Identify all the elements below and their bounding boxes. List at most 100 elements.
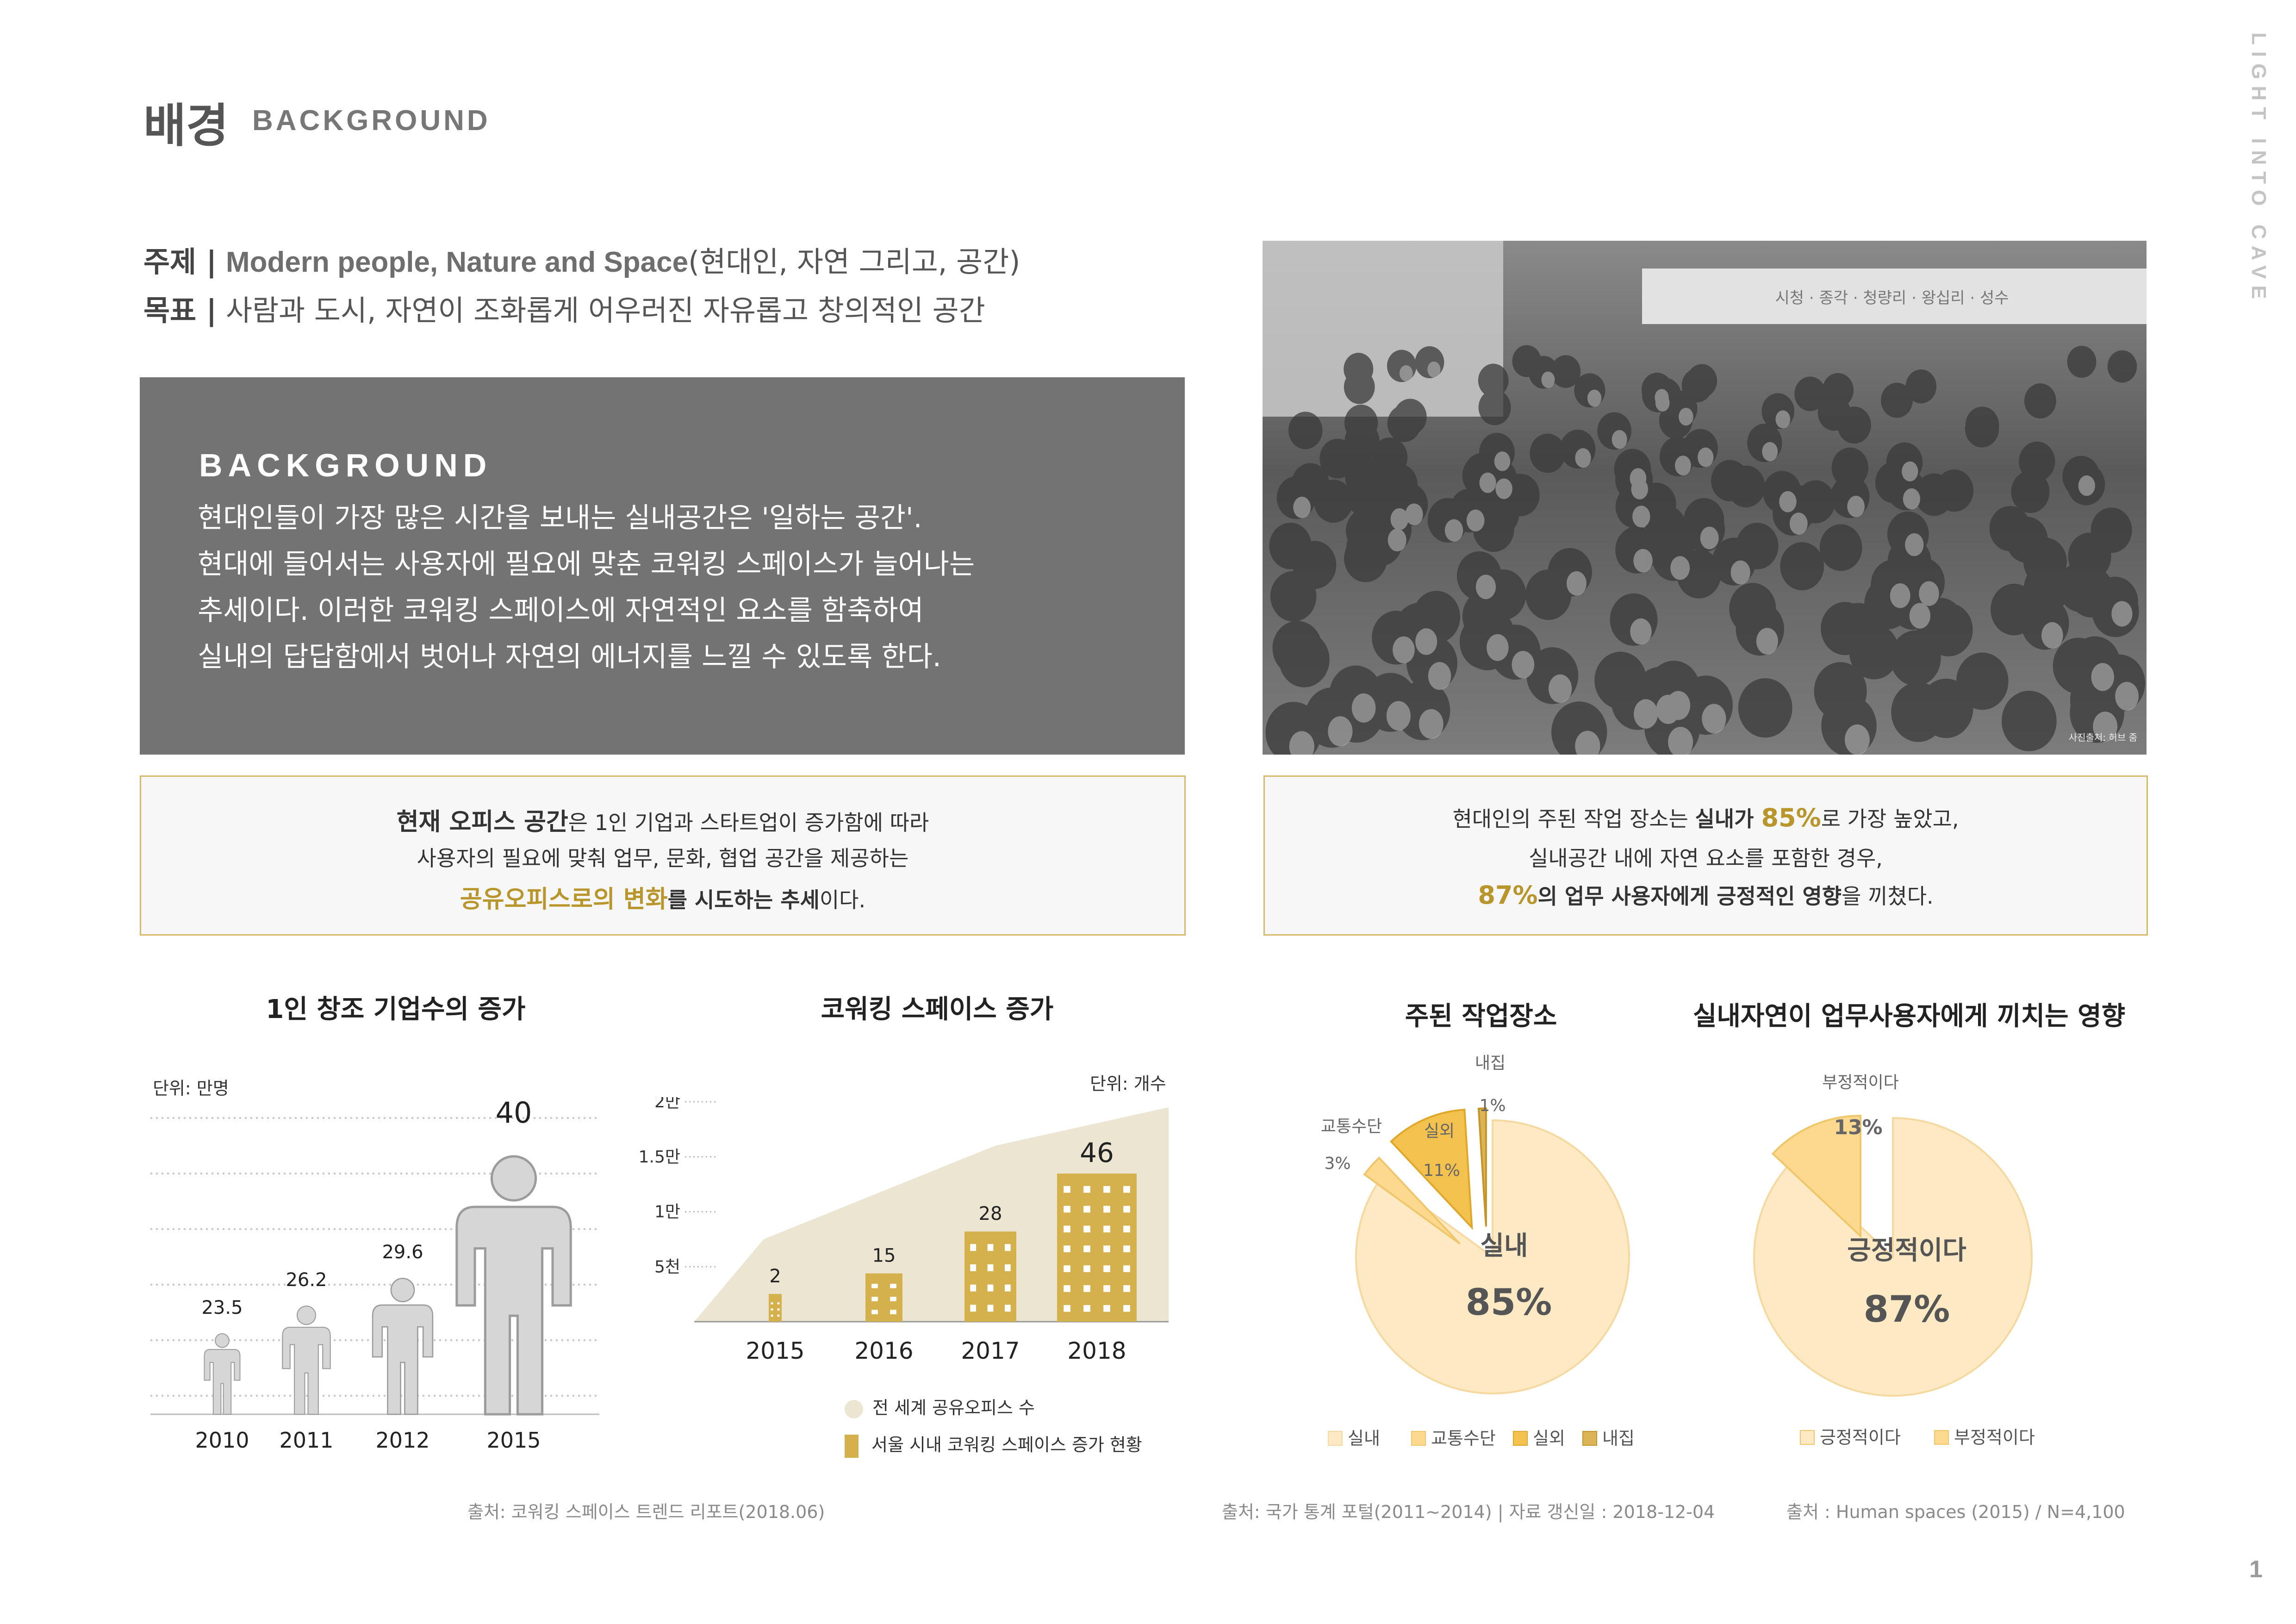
chart2-legend-1: 전 세계 공유오피스 수: [845, 1393, 1035, 1419]
building-window: [1064, 1285, 1070, 1292]
note-right-bold: 실내가: [1695, 806, 1761, 831]
page-title: 배경: [143, 99, 229, 153]
crowd-face-shape: [2111, 601, 2133, 627]
chart3-slice-label: 실외: [1424, 1122, 1455, 1141]
note-left-bold: 를 시도하는 추세: [667, 887, 820, 912]
chart1-unit: 단위: 만명: [153, 1078, 229, 1099]
crowd-face-shape: [1549, 674, 1572, 703]
building-window: [1083, 1265, 1090, 1272]
chart3-legend-label: 내집: [1602, 1428, 1635, 1449]
building-body: [769, 1294, 782, 1322]
crowd-face-shape: [1632, 506, 1650, 528]
crowd-face-shape: [1919, 581, 1939, 606]
chart4-slice-label: 부정적이다: [1822, 1073, 1899, 1092]
chart3-slice-label: 내집: [1475, 1054, 1506, 1073]
crowd-face-shape: [1789, 512, 1808, 535]
building-window: [771, 1302, 773, 1305]
crowd-head-shape: [1780, 542, 1824, 591]
background-line: 추세이다. 이러한 코워킹 스페이스에 자연적인 요소를 함축하여: [198, 594, 924, 627]
source-left: 출처: 코워킹 스페이스 트렌드 리포트(2018.06): [467, 1502, 825, 1522]
note-right-text: 을 끼쳤다.: [1842, 884, 1934, 909]
crowd-head-shape: [1512, 345, 1542, 377]
chart4-legend-label: 긍정적이다: [1820, 1427, 1901, 1448]
chart2-category-label: 2018: [1067, 1337, 1126, 1364]
crowd-face-shape: [1386, 701, 1411, 731]
chart3-slice: [1363, 1156, 1461, 1245]
chart1-category-label: 2012: [375, 1428, 429, 1453]
chart3-slice: [1355, 1119, 1630, 1394]
chart3-slice-label: 교통수단: [1321, 1117, 1382, 1136]
crowd-face-shape: [1575, 448, 1591, 468]
chart3-legend-label: 교통수단: [1431, 1428, 1496, 1449]
note-left-bold: 현재 오피스 공간: [396, 808, 568, 836]
crowd-head-shape: [1530, 433, 1566, 473]
goal-line: 목표 | 사람과 도시, 자연이 조화롭게 어우러진 자유롭고 창의적인 공간: [143, 287, 985, 329]
chart3-title: 주된 작업장소: [1405, 1001, 1557, 1031]
crowd-face-shape: [1390, 508, 1409, 531]
crowd-head-shape: [1319, 438, 1356, 479]
building-window: [871, 1297, 878, 1301]
goal-label: 목표 |: [143, 294, 217, 327]
building-window: [1103, 1225, 1110, 1233]
building-window: [871, 1284, 878, 1288]
crowd-head-shape: [1270, 571, 1317, 622]
crowd-face-shape: [1541, 371, 1555, 388]
crowd-face-shape: [1494, 451, 1511, 471]
crowd-head-shape: [1394, 399, 1427, 435]
crowd-head-shape: [1681, 368, 1713, 403]
chart3-legend-label: 실외: [1533, 1428, 1565, 1449]
chart2-tick-label: 1.5만: [639, 1148, 680, 1167]
crowd-face-shape: [1587, 389, 1602, 407]
building-window: [1103, 1206, 1110, 1213]
crowd-face-shape: [1670, 556, 1690, 580]
building-window: [1083, 1285, 1090, 1292]
building-body: [865, 1273, 902, 1322]
crowd-face-shape: [1779, 491, 1797, 512]
crowd-head-shape: [1837, 406, 1871, 444]
crowd-face-shape: [1479, 472, 1496, 493]
crowd-head-shape: [1456, 487, 1496, 531]
chart3-value-label: 85%: [1466, 1282, 1552, 1324]
person-head: [215, 1333, 230, 1348]
crowd-head-shape: [1831, 447, 1869, 488]
building-window: [771, 1308, 773, 1311]
crowd-face-shape: [1905, 533, 1924, 556]
crowd-head-shape: [1794, 376, 1826, 412]
building-window: [1004, 1305, 1011, 1312]
background-heading: BACKGROUND: [199, 447, 492, 483]
crowd-head-shape: [1821, 602, 1869, 656]
note-right-bold: 의 업무 사용자에게 긍정적인 영향: [1537, 884, 1842, 909]
building-window: [970, 1244, 977, 1251]
crowd-face-shape: [1630, 618, 1652, 645]
crowd-head-shape: [1989, 506, 2031, 551]
building-window: [1123, 1186, 1130, 1193]
crowd-head-shape: [2107, 350, 2137, 383]
crowd-head-shape: [1380, 463, 1418, 506]
crowd-face-shape: [2115, 681, 2139, 711]
crowd-face-shape: [1444, 519, 1463, 542]
crowd-photo: 시청 · 종각 · 청량리 · 왕십리 · 성수 사진출처: 허브 줌: [1263, 241, 2147, 755]
person-bar-icon: [204, 1333, 241, 1415]
building-window: [987, 1284, 994, 1292]
chart4-value-label: 87%: [1864, 1289, 1950, 1330]
chart2-value-label: 46: [1080, 1137, 1114, 1168]
chart3-slice: [1389, 1108, 1473, 1230]
crowd-head-shape: [1269, 523, 1312, 569]
building-window: [1004, 1284, 1011, 1292]
building-window: [1064, 1225, 1070, 1233]
building-window: [1064, 1186, 1070, 1193]
crowd-face-shape: [1730, 560, 1750, 585]
chart2-value-label: 2: [769, 1266, 781, 1287]
chart1-value-label: 40: [496, 1096, 532, 1130]
chart1-value-label: 29.6: [382, 1242, 423, 1263]
crowd-face-shape: [1415, 628, 1437, 655]
crowd-face-shape: [1427, 361, 1441, 378]
crowd-face-shape: [1393, 636, 1415, 663]
crowd-head-shape: [1711, 460, 1749, 501]
crowd-face-shape: [1847, 495, 1865, 518]
building-window: [890, 1284, 896, 1288]
building-window: [777, 1302, 780, 1305]
building-window: [1004, 1244, 1011, 1251]
goal-text: 사람과 도시, 자연이 조화롭게 어우러진 자유롭고 창의적인 공간: [226, 294, 985, 327]
